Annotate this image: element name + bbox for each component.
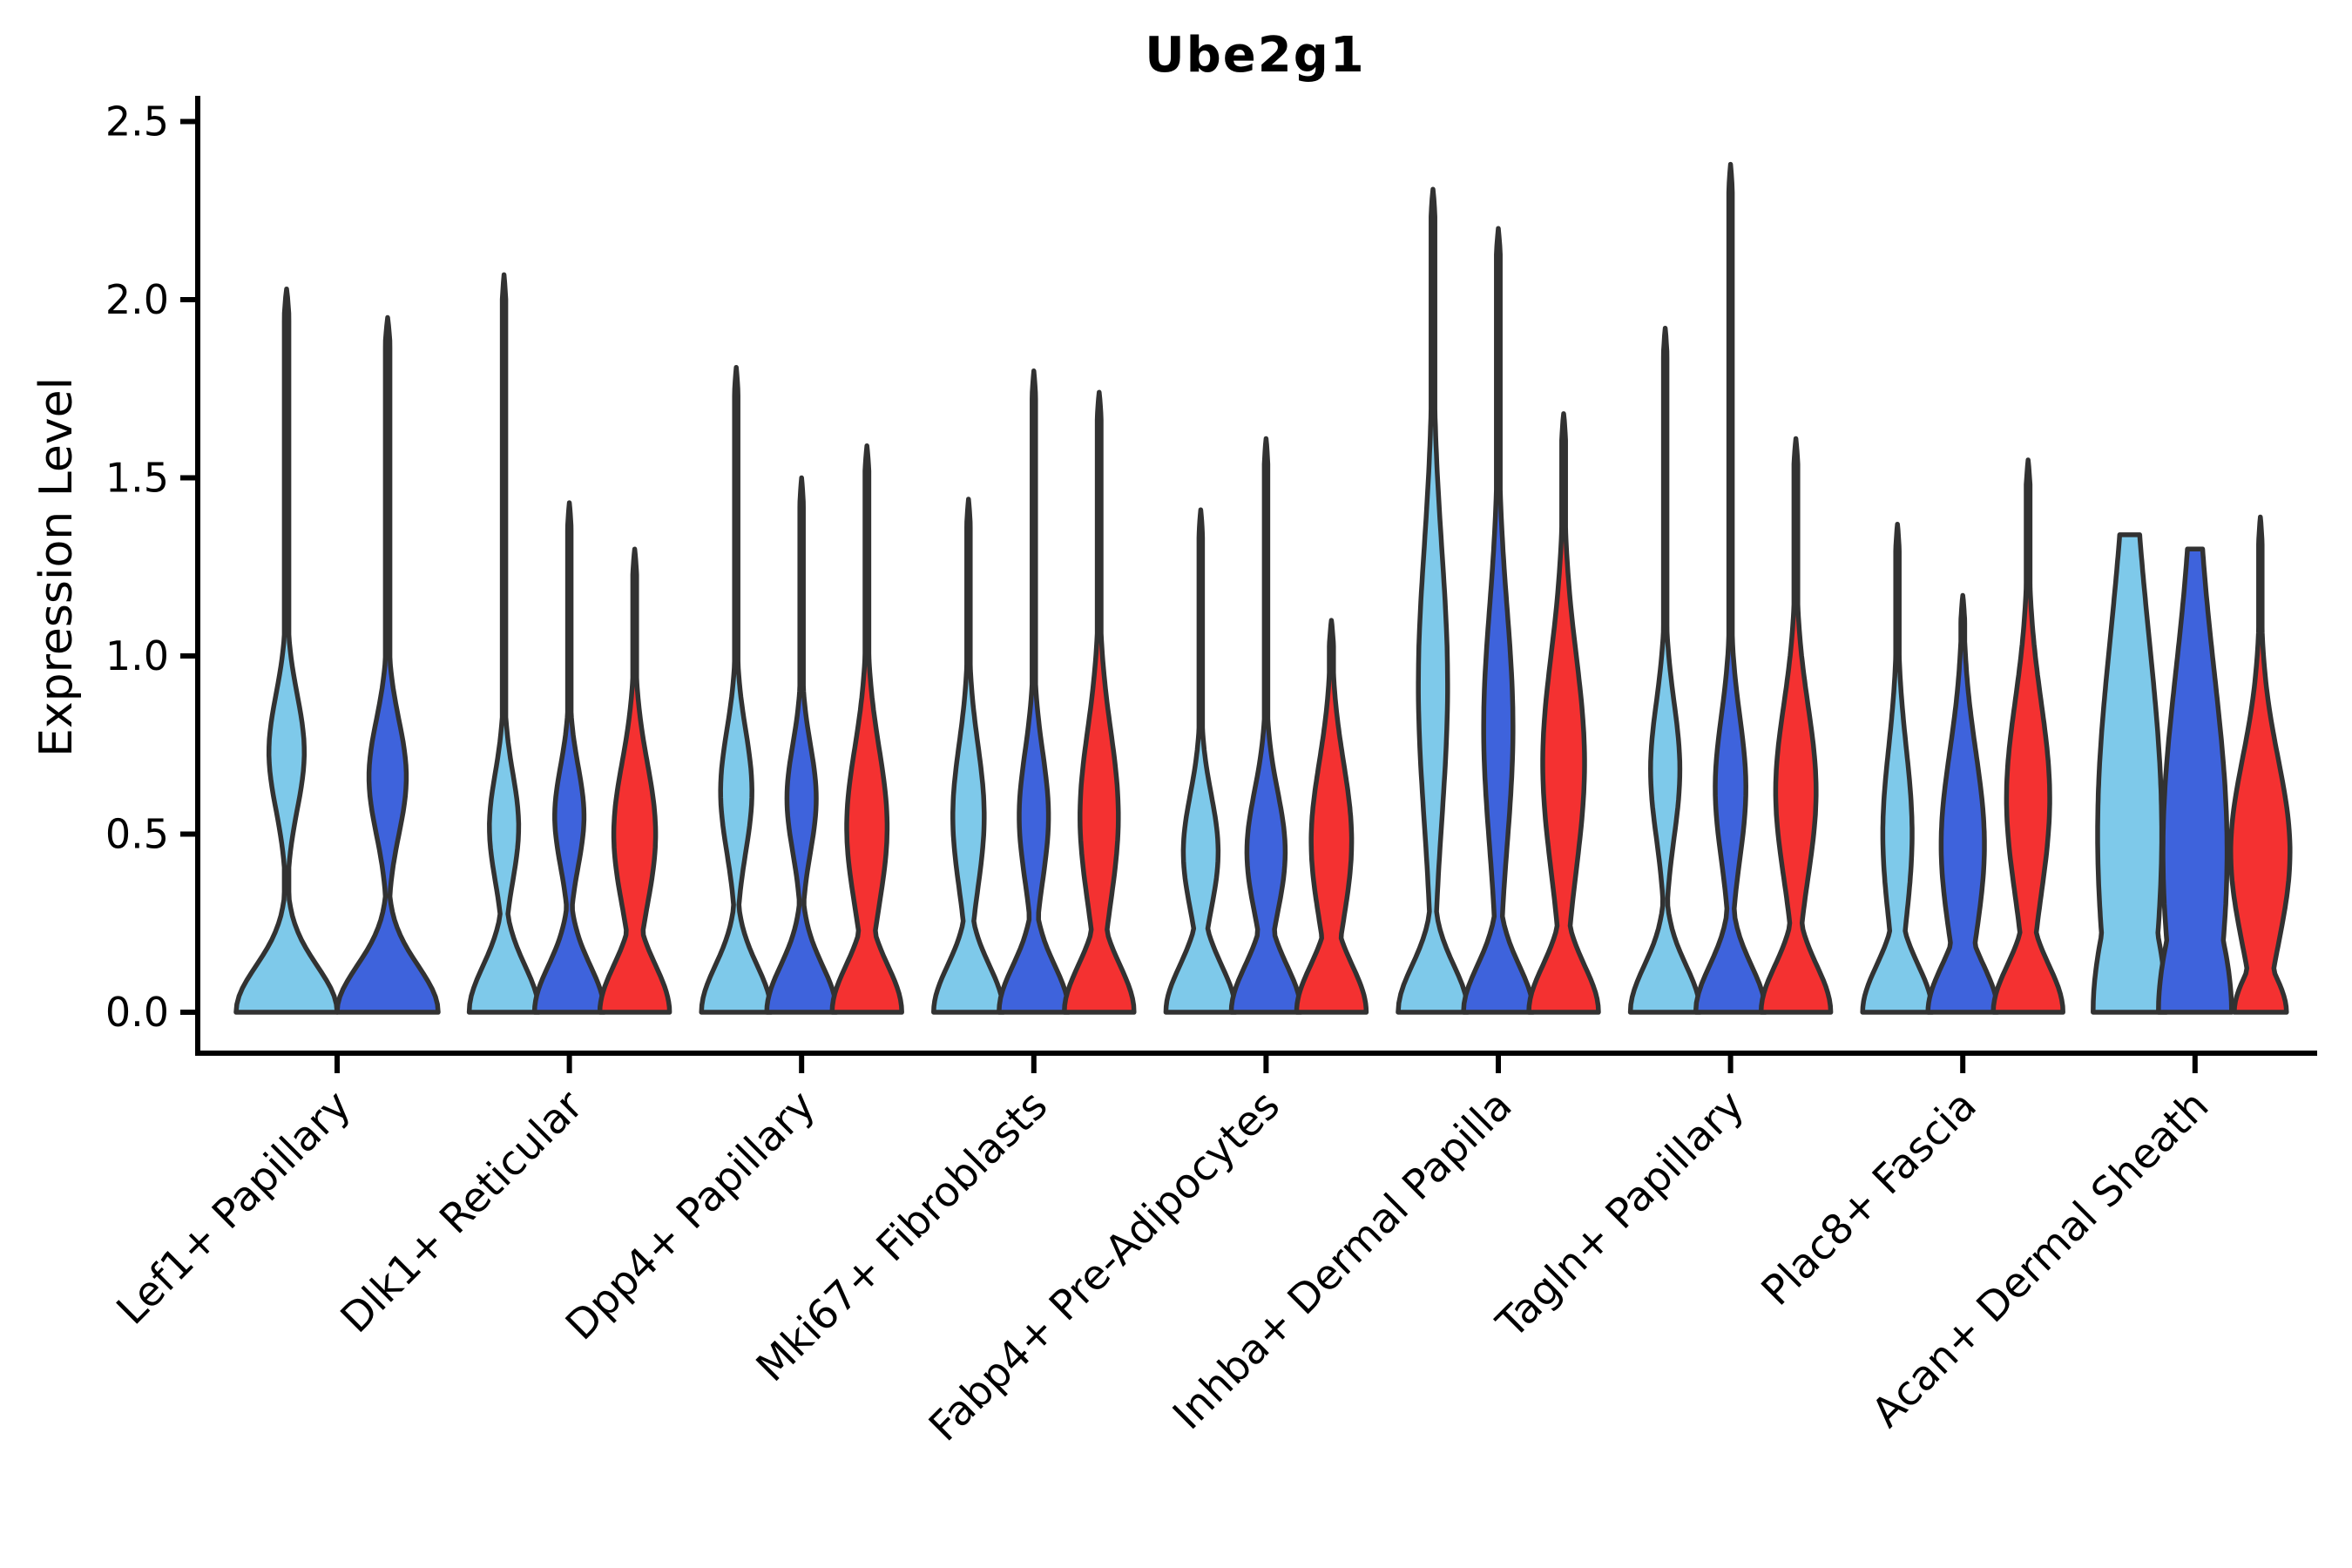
violin-plac8-fascia-sample3 [1990, 457, 2065, 1015]
violin-tagln-papillary-sample2 [1693, 161, 1768, 1015]
violin-inhba-dermal-papilla-sample1 [1396, 186, 1470, 1015]
violin-dpp4-papillary-sample2 [764, 475, 839, 1015]
violin-fabp4-pre-adipocytes-sample2 [1228, 436, 1304, 1015]
x-tick-label-dpp4-papillary: Dpp4+ Papillary [557, 1082, 825, 1350]
y-tick-label: 1.5 [105, 455, 169, 502]
violin-tagln-papillary-sample1 [1627, 325, 1703, 1015]
violin-fabp4-pre-adipocytes-sample1 [1163, 507, 1239, 1015]
violin-fabp4-pre-adipocytes-sample3 [1294, 618, 1369, 1015]
violin-dpp4-papillary-sample3 [829, 443, 904, 1015]
y-tick-label: 0.0 [105, 989, 169, 1036]
y-axis-label: Expression Level [30, 377, 83, 757]
violin-dlk1-reticular-sample2 [531, 500, 607, 1015]
y-tick-label: 0.5 [105, 811, 169, 858]
violin-inhba-dermal-papilla-sample3 [1526, 411, 1601, 1015]
violin-tagln-papillary-sample3 [1758, 436, 1834, 1015]
violin-dlk1-reticular-sample3 [597, 546, 672, 1015]
x-tick-label-lef1-papillary: Lef1+ Papillary [108, 1082, 361, 1335]
violin-mki67-fibroblasts-sample2 [997, 368, 1071, 1015]
plot-title: Ube2g1 [1145, 27, 1366, 84]
violin-acan-dermal-sheath-sample1 [2091, 532, 2169, 1015]
violin-mki67-fibroblasts-sample1 [931, 497, 1006, 1015]
x-tick-label-tagln-papillary: Tagln+ Papillary [1487, 1082, 1754, 1348]
violin-acan-dermal-sheath-sample2 [2156, 546, 2234, 1015]
violin-mki67-fibroblasts-sample3 [1062, 389, 1137, 1015]
violin-lef1-papillary-sample2 [335, 314, 441, 1015]
violin-dpp4-papillary-sample1 [699, 364, 774, 1015]
violin-dlk1-reticular-sample1 [466, 272, 542, 1015]
violins-layer [233, 161, 2293, 1015]
y-tick-label: 2.5 [105, 98, 169, 145]
y-tick-label: 1.0 [105, 632, 169, 679]
violin-plac8-fascia-sample2 [1925, 592, 2000, 1015]
x-tick-label-plac8-fascia: Plac8+ Fascia [1753, 1082, 1986, 1315]
violin-inhba-dermal-papilla-sample2 [1461, 226, 1536, 1015]
y-tick-label: 2.0 [105, 276, 169, 323]
violin-plac8-fascia-sample1 [1860, 521, 1935, 1015]
violin-acan-dermal-sheath-sample3 [2228, 514, 2293, 1015]
x-tick-label-dlk1-reticular: Dlk1+ Reticular [332, 1081, 593, 1342]
violin-lef1-papillary-sample1 [233, 286, 340, 1015]
